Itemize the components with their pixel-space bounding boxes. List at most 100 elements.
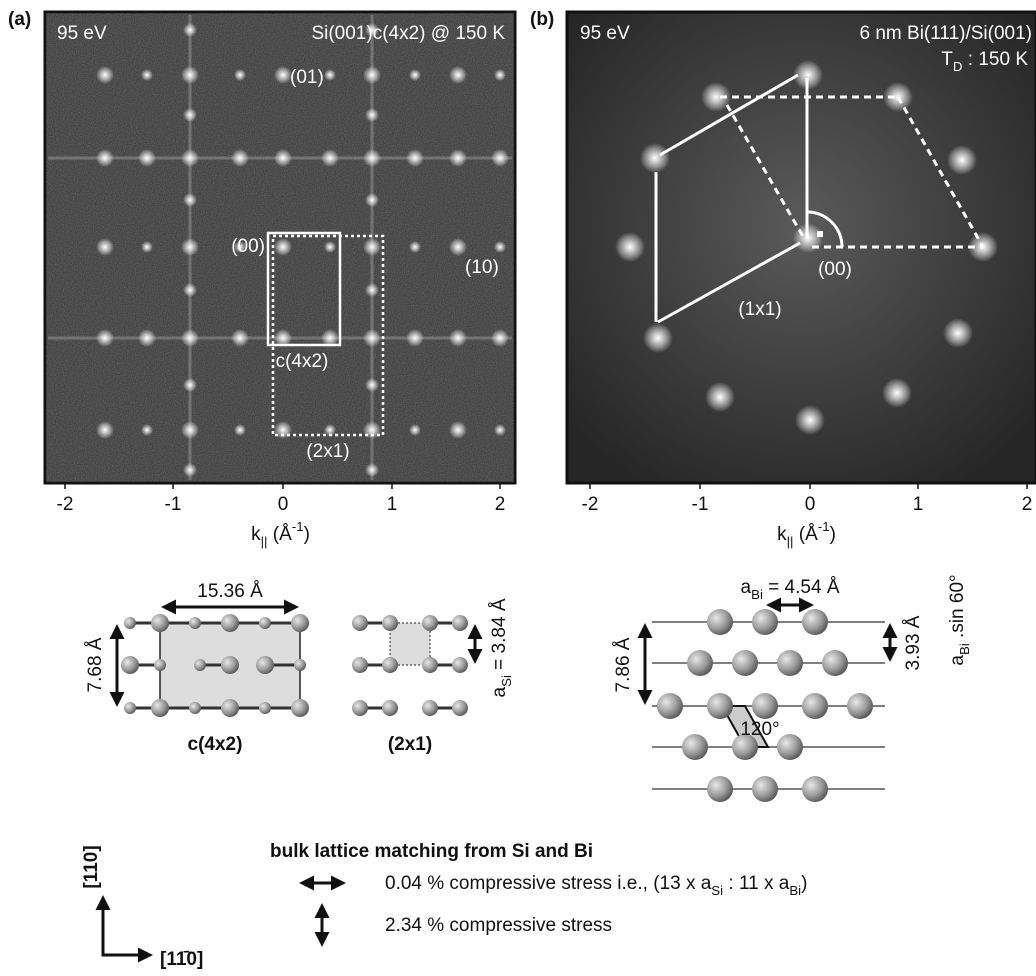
spot [943,318,973,348]
spot [409,69,421,81]
dimension-label-part: Si [499,675,514,687]
x-axis-label: k|| (Å-1) [251,519,310,549]
atom [657,693,683,719]
spot [643,323,673,353]
atom [352,657,368,673]
atom [259,617,271,629]
legend-entry-part: Bi [789,883,801,898]
dimension-label: 7.86 Å [613,637,634,692]
spot [183,23,197,37]
spot [183,378,197,392]
x-tick-label: 1 [913,494,924,515]
x-tick-label: -1 [692,494,709,515]
sample: 6 nm Bi(111)/Si(001) [860,23,1032,44]
spot-label: (00) [818,259,852,280]
atom [687,650,713,676]
spot [138,329,156,347]
spot [183,463,197,477]
dimension-label-part: Bi [957,643,972,655]
spot [96,329,114,347]
spot [324,69,336,81]
spot [882,378,912,408]
energy: 95 eV [57,23,107,44]
atom [382,615,398,631]
x-tick-label: 1 [387,494,398,515]
x-tick-label: 2 [495,494,506,515]
spot [231,149,249,167]
atom [189,702,201,714]
spot [365,378,379,392]
legend-entry-part: 0.04 % compressive stress i.e., (13 x a [385,873,712,894]
spot [406,329,424,347]
spot [321,149,339,167]
dimension-label: 3.93 Å [903,615,924,670]
spot [363,149,381,167]
atom [752,776,778,802]
sample: Si(001)c(4x2) @ 150 K [311,23,505,44]
dimension-label: aSi = 3.84 Å [489,598,514,697]
p2x1-cell [390,623,430,665]
spot [274,421,292,439]
atom [752,609,778,635]
spot [363,66,381,84]
legend-entry: 2.34 % compressive stress [385,915,612,936]
legend-entry: 0.04 % compressive stress i.e., (13 x aS… [385,873,807,898]
spot [409,241,421,253]
atom [802,609,828,635]
cell-name: c(4x2) [188,734,243,755]
atom [777,734,803,760]
spot [449,421,467,439]
spot [141,241,153,253]
spot [795,405,825,435]
spot [183,283,197,297]
x-tick-label: -1 [165,494,182,515]
atom [121,656,139,674]
atom [707,776,733,802]
spot [181,66,199,84]
atom [221,614,239,632]
spot [491,149,509,167]
x-axis-label-part: ) [304,524,310,545]
atom [124,702,136,714]
spot [947,145,977,175]
dimension-label-part: = 3.84 Å [489,598,510,675]
atom [452,615,468,631]
atom [221,699,239,717]
dimension-label: aBi .sin 60° [947,574,972,665]
dimension-label-part: a [947,655,968,666]
legend-entry-part: : 11 x a [723,873,790,894]
spot [363,329,381,347]
x-tick-label: 0 [805,494,816,515]
energy: 95 eV [580,23,630,44]
temperature-part: D [953,59,963,74]
spot [96,421,114,439]
spot [181,329,199,347]
atom [194,659,206,671]
atom [452,700,468,716]
x-axis-label-part: || [261,534,268,549]
spot [324,241,336,253]
panel-label: (b) [530,9,554,30]
angle-label: 120° [740,719,779,740]
spot [234,424,246,436]
spot [183,193,197,207]
x-axis-label-part: (Å [267,524,292,545]
spot [449,329,467,347]
temperature-part: T [941,49,953,70]
atom [802,776,828,802]
atom [382,700,398,716]
spot [491,329,509,347]
figure: (a)95 eVSi(001)c(4x2) @ 150 K(01)(00)(10… [0,0,1036,976]
x-axis-label-part: k [777,524,787,545]
atom [124,617,136,629]
atom [422,657,438,673]
spot [231,329,249,347]
dimension-label: 7.68 Å [85,637,106,692]
spot [96,149,114,167]
atom [422,615,438,631]
atom [151,614,169,632]
atom [256,656,274,674]
spot [96,238,114,256]
panel-label: (a) [8,9,31,30]
x-axis-label-part: -1 [818,519,830,534]
